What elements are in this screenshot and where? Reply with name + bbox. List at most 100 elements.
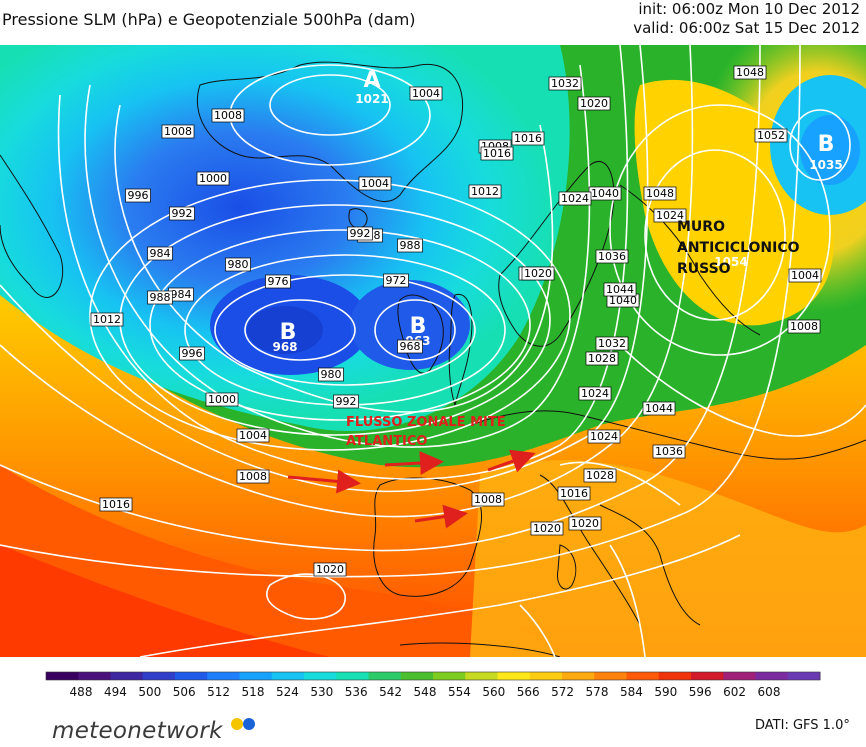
legend-tick-label: 554: [448, 685, 471, 699]
low-center-value: 1035: [809, 158, 842, 172]
isobar-label-box: [642, 401, 676, 416]
isobar-label-text: 980: [228, 258, 249, 271]
isobar-label: 1016: [480, 146, 514, 161]
isobar-label-text: 996: [128, 189, 149, 202]
isobar-label-box: [397, 339, 423, 354]
legend-swatch: [271, 672, 305, 680]
isobars: [0, 45, 866, 657]
isobar-label: 992: [333, 394, 359, 409]
isobar-label-text: 1004: [239, 429, 267, 442]
isobar-label-box: [733, 65, 767, 80]
isobar-label: 1016: [557, 486, 591, 501]
legend-swatch: [336, 672, 369, 680]
legend-swatch: [594, 672, 627, 680]
meteonetwork-logo: meteonetwork: [52, 718, 258, 744]
isobar-label-text: 1048: [646, 187, 674, 200]
isobar-label-text: 1020: [571, 517, 599, 530]
legend-tick-label: 536: [345, 685, 368, 699]
isobar-label-box: [585, 351, 619, 366]
legend-tick-label: 542: [379, 685, 402, 699]
isobar-label-text: 988: [150, 291, 171, 304]
legend-tick-label: 506: [173, 685, 196, 699]
isobar-label-text: 1016: [102, 498, 130, 511]
isobar-label: 984: [147, 246, 173, 261]
isobar-label-box: [595, 249, 629, 264]
legend-swatch: [755, 672, 789, 680]
isobar-label-box: [333, 394, 359, 409]
legend-swatch: [433, 672, 466, 680]
isobar-label-box: [557, 486, 591, 501]
isobar-label-box: [211, 108, 245, 123]
isobar-label-box: [511, 131, 545, 146]
isobar-label-text: 972: [386, 274, 407, 287]
isobar-label-text: 984: [150, 247, 171, 260]
legend-swatch: [562, 672, 595, 680]
legend-tick-label: 530: [310, 685, 333, 699]
legend-swatch: [400, 672, 434, 680]
isobar-label: 1024: [578, 386, 612, 401]
isobar-label-box: [471, 492, 505, 507]
isobar-label-box: [578, 386, 612, 401]
isobar-label-box: [397, 238, 423, 253]
logo-text: meteonetwork: [52, 718, 223, 744]
legend-swatch: [787, 672, 821, 680]
low-center-letter-east: B: [410, 314, 427, 339]
isobar-label: 1052: [754, 128, 788, 143]
high-center-letter: A: [363, 68, 380, 93]
isobar-label-box: [169, 206, 195, 221]
isobar-label-text: 1020: [580, 97, 608, 110]
isobar-label: 1020: [313, 562, 347, 577]
isobar-label-box: [568, 516, 602, 531]
isobar-label: 1048: [643, 186, 677, 201]
run-info: init: 06:00z Mon 10 Dec 2012 valid: 06:0…: [633, 0, 860, 38]
isobar-label: 1008: [211, 108, 245, 123]
isobar-label-text: 1028: [588, 352, 616, 365]
isobar-label: 1016: [511, 131, 545, 146]
isobar-label-text: 1016: [483, 147, 511, 160]
high-center-value-russia: 1054: [714, 255, 747, 269]
legend-tick-label: 494: [104, 685, 127, 699]
isobar-label-text: 1040: [591, 187, 619, 200]
isobar-label-box: [587, 429, 621, 444]
legend-tick-label: 488: [70, 685, 93, 699]
isobar-labels: 1008 1008 1004 1000 1004 1008 1020 1016 1012 1016…: [90, 65, 822, 577]
isobar-label-text: 1044: [606, 283, 634, 296]
isobar-label: 976: [265, 274, 291, 289]
isobar-label-box: [99, 497, 133, 512]
isobar-label-text: 1020: [533, 522, 561, 535]
legend-tick-label: 566: [517, 685, 540, 699]
legend-swatch: [626, 672, 660, 680]
isobar-label: 1008: [236, 469, 270, 484]
isobar-label-box: [788, 268, 822, 283]
isobar-label: 984: [168, 287, 194, 302]
isobar-label-text: 984: [171, 288, 192, 301]
isobar-label-text: 1008: [164, 125, 192, 138]
isobar-label-text: 1036: [598, 250, 626, 263]
legend-swatch: [110, 672, 144, 680]
isobar-label: 1040: [588, 186, 622, 201]
isobar-label: 1008: [471, 492, 505, 507]
isobar-label: 988: [397, 238, 423, 253]
isobar-label: 1012: [468, 184, 502, 199]
low-core-east: [350, 280, 470, 370]
legend-tick-label: 512: [207, 685, 230, 699]
legend-swatch: [78, 672, 111, 680]
isobar-label: 1020: [530, 521, 564, 536]
isobar-label-text: 1024: [656, 209, 684, 222]
isobar-label-box: [521, 266, 555, 281]
isobar-label: 1024: [653, 208, 687, 223]
isobar-label: 1036: [595, 249, 629, 264]
isobar-label-box: [179, 346, 205, 361]
isobar-label-box: [603, 282, 637, 297]
isobar-label-box: [347, 226, 373, 241]
isobar-label-box: [480, 146, 514, 161]
isobar-label: 992: [169, 206, 195, 221]
legend-tick-label: 518: [242, 685, 265, 699]
legend-swatch: [175, 672, 208, 680]
isobar-label-text: 1020: [316, 563, 344, 576]
isobar-label-box: [548, 76, 582, 91]
isobar-label-box: [205, 392, 239, 407]
isobar-label-text: 1012: [93, 313, 121, 326]
isobar-label-text: 1028: [586, 469, 614, 482]
isobar-label: 988: [147, 290, 173, 305]
